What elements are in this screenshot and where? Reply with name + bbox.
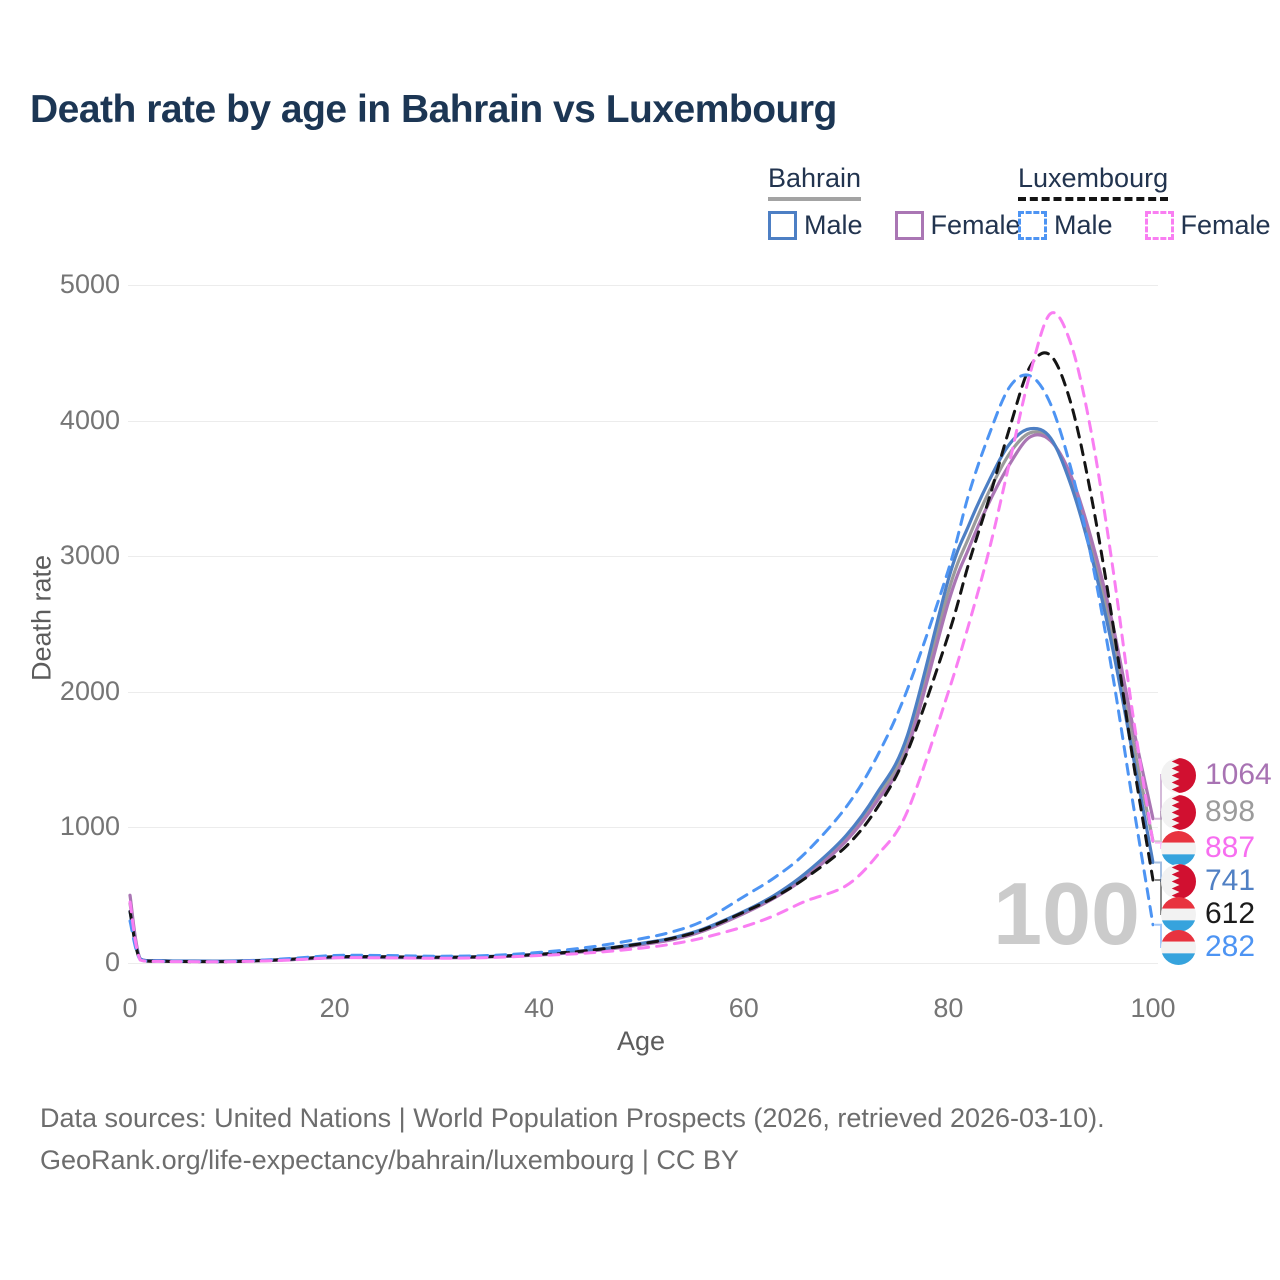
legend-item-luxembourg-female[interactable]: Female <box>1144 210 1271 241</box>
legend-item-label: Female <box>1180 210 1271 240</box>
y-tick-label: 2000 <box>59 675 120 706</box>
luxembourg-flag-icon <box>1161 929 1196 965</box>
luxembourg-flag-icon <box>1161 830 1196 866</box>
series-line-luxembourg-male <box>128 373 1155 964</box>
y-tick-label: 1000 <box>59 811 120 842</box>
gridline <box>128 692 1158 693</box>
bahrain-flag-icon <box>1161 863 1196 899</box>
chart-title: Death rate by age in Bahrain vs Luxembou… <box>30 88 837 131</box>
bahrain-flag-icon <box>1161 794 1196 830</box>
gridline <box>128 285 1158 286</box>
end-label-row: 1064 <box>1161 757 1272 793</box>
end-label-value: 612 <box>1205 897 1256 930</box>
y-tick-label: 4000 <box>59 404 120 435</box>
luxembourg-flag-icon <box>1161 896 1196 932</box>
end-label-row: 282 <box>1161 929 1255 965</box>
legend-group-luxembourg: Luxembourg Male Female <box>1018 163 1280 241</box>
x-tick-label: 60 <box>728 993 759 1023</box>
legend-luxembourg-title[interactable]: Luxembourg <box>1018 163 1169 201</box>
x-axis-title: Age <box>616 1026 666 1056</box>
luxembourg-flag-icon <box>1161 896 1196 932</box>
gridline <box>128 556 1158 557</box>
legend-item-bahrain-female[interactable]: Female <box>894 210 1021 241</box>
bahrain-flag-icon <box>1161 794 1196 830</box>
legend-item-label: Male <box>1054 210 1113 240</box>
series-line-bahrain-female <box>128 433 1155 964</box>
end-label-row: 741 <box>1161 863 1255 899</box>
bahrain-male-swatch-icon <box>768 211 797 240</box>
y-tick-label: 5000 <box>59 269 120 299</box>
legend-item-label: Female <box>930 210 1021 240</box>
bahrain-flag-icon <box>1161 757 1196 793</box>
legend-item-label: Male <box>804 210 863 240</box>
y-tick-label: 0 <box>104 947 120 977</box>
legend-item-bahrain-male[interactable]: Male <box>768 210 863 241</box>
footer-sources: Data sources: United Nations | World Pop… <box>40 1103 1105 1133</box>
end-label-value: 282 <box>1205 930 1256 963</box>
legend-bahrain-title[interactable]: Bahrain <box>768 163 862 201</box>
legend-group-bahrain: Bahrain Male Female <box>768 163 1053 241</box>
bahrain-flag-icon <box>1161 757 1196 793</box>
series-line-luxembourg-both-sexes <box>128 351 1155 964</box>
bahrain-flag-icon <box>1161 863 1196 899</box>
x-tick-label: 20 <box>319 993 350 1023</box>
series-line-luxembourg-female <box>128 311 1155 964</box>
end-label-value: 741 <box>1205 864 1256 897</box>
luxembourg-flag-icon <box>1161 929 1196 965</box>
x-tick-label: 40 <box>524 993 555 1023</box>
footer-link[interactable]: GeoRank.org/life-expectancy/bahrain/luxe… <box>40 1145 739 1176</box>
luxembourg-flag-icon <box>1161 830 1196 866</box>
luxembourg-female-swatch-icon <box>1144 211 1174 240</box>
x-tick-label: 0 <box>122 993 138 1023</box>
y-tick-label: 3000 <box>59 540 120 571</box>
gridline <box>128 827 1158 828</box>
end-label-row: 887 <box>1161 830 1255 866</box>
end-label-value: 887 <box>1205 831 1256 864</box>
end-label-value: 898 <box>1205 795 1256 828</box>
age-counter: 100 <box>993 864 1140 963</box>
legend-item-luxembourg-male[interactable]: Male <box>1018 210 1113 241</box>
bahrain-female-swatch-icon <box>894 211 924 240</box>
gridline <box>128 421 1158 422</box>
end-label-row: 612 <box>1161 896 1255 932</box>
end-label-value: 1064 <box>1205 758 1272 791</box>
gridline <box>128 963 1158 964</box>
luxembourg-male-swatch-icon <box>1018 211 1047 240</box>
end-label-row: 898 <box>1161 794 1255 830</box>
x-tick-label: 100 <box>1130 993 1176 1023</box>
footer: Data sources: United Nations | World Pop… <box>40 1097 1105 1181</box>
x-tick-label: 80 <box>933 993 964 1023</box>
